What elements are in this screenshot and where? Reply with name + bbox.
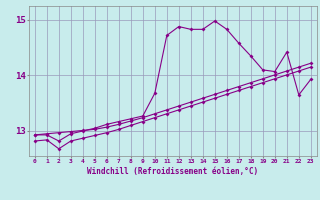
X-axis label: Windchill (Refroidissement éolien,°C): Windchill (Refroidissement éolien,°C): [87, 167, 258, 176]
